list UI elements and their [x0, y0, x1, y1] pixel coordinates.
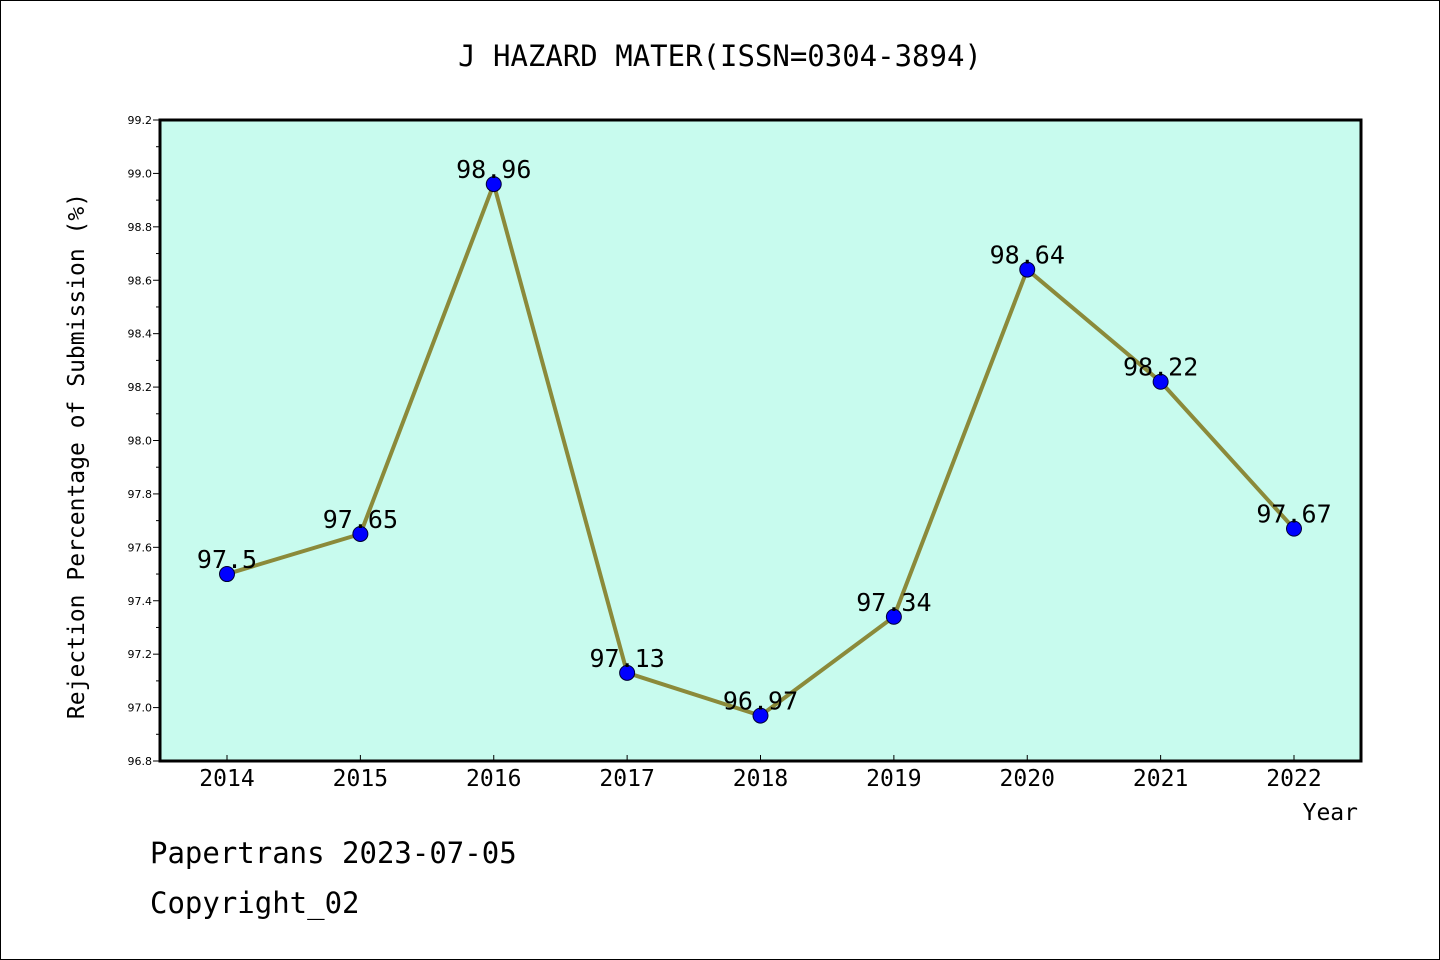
- series-line: 97.5 97.65 98.96 97.13 96.97 97.34 98.64 98.22 9…: [197, 155, 1332, 724]
- y-tick-label: 97.8: [128, 488, 153, 501]
- data-point: [619, 664, 636, 681]
- data-point: [352, 525, 369, 542]
- data-label: 96.97: [723, 687, 798, 716]
- data-point: [1019, 261, 1036, 278]
- x-tick-label: 2014: [199, 766, 254, 792]
- data-point: [885, 608, 902, 625]
- y-tick-label: 98.8: [128, 221, 153, 234]
- y-tick-label: 97.0: [128, 702, 153, 715]
- data-label: 97.13: [589, 644, 664, 673]
- x-tick-label: 2021: [1133, 766, 1188, 792]
- y-tick-label: 97.2: [128, 648, 153, 661]
- data-point: [219, 566, 235, 583]
- chart-title: J HAZARD MATER(ISSN=0304-3894): [458, 39, 982, 73]
- data-point: [1286, 520, 1302, 537]
- plot-area: [158, 118, 1363, 763]
- y-tick-label: 96.8: [128, 755, 153, 768]
- y-tick-label: 99.2: [128, 114, 153, 127]
- x-tick-label: 2015: [333, 766, 388, 792]
- x-tick-label: 2016: [466, 766, 521, 792]
- y-axis: 96.8 97.0 97.2 97.4 97.6 97.8 98.0 98.2 98.4 98.6…: [128, 114, 160, 768]
- data-point: [1152, 373, 1169, 390]
- y-tick-label: 99.0: [128, 167, 153, 180]
- data-label: 97.65: [323, 505, 398, 534]
- data-label: 98.22: [1123, 353, 1198, 382]
- y-tick-label: 97.4: [128, 595, 153, 608]
- x-tick-label: 2020: [1000, 766, 1055, 792]
- x-axis: 2014 2015 2016 2017 2018 2019 2020 2021 2022: [199, 755, 1322, 792]
- y-tick-label: 97.6: [128, 541, 153, 554]
- footer-copyright: Copyright_02: [150, 886, 360, 920]
- y-axis-label: Rejection Percentage of Submission (%): [64, 193, 90, 719]
- data-label: 98.96: [456, 155, 531, 184]
- x-tick-label: 2017: [599, 766, 654, 792]
- data-point: [485, 176, 502, 193]
- x-tick-label: 2022: [1266, 766, 1321, 792]
- data-label: 97.34: [856, 588, 931, 617]
- footer-date: Papertrans 2023-07-05: [150, 836, 517, 870]
- y-tick-label: 98.4: [128, 328, 153, 341]
- y-tick-label: 98.2: [128, 381, 153, 394]
- x-tick-label: 2019: [866, 766, 921, 792]
- data-label: 98.64: [990, 241, 1065, 270]
- x-axis-label: Year: [1303, 800, 1358, 826]
- data-label: 97.5: [197, 545, 257, 574]
- y-tick-label: 98.0: [128, 435, 153, 448]
- x-tick-label: 2018: [733, 766, 788, 792]
- data-label: 97.67: [1256, 500, 1331, 529]
- data-point: [752, 707, 769, 724]
- y-tick-label: 98.6: [128, 274, 153, 287]
